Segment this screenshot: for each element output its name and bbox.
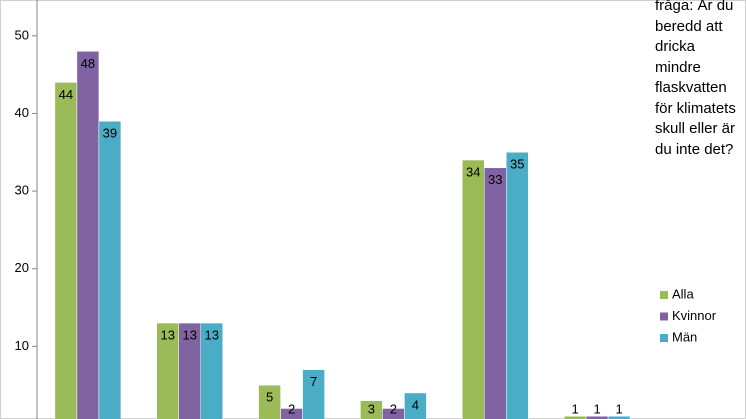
title-box: fråga: Är du beredd att dricka mindre fl… (655, 0, 736, 158)
y-tick-label: 30 (15, 183, 29, 198)
bar (506, 152, 529, 419)
legend-swatch (660, 291, 668, 299)
bar (76, 51, 100, 419)
bar (302, 369, 325, 419)
bar (462, 159, 485, 419)
y-tick-label: 50 (15, 27, 29, 42)
data-label: 2 (288, 401, 295, 416)
bar (563, 415, 587, 419)
data-label: 13 (183, 328, 197, 343)
data-label: 48 (81, 56, 95, 71)
legend-label: Alla (672, 286, 694, 301)
data-label: 1 (593, 401, 600, 416)
data-label: 4 (412, 397, 419, 412)
data-label: 7 (310, 374, 317, 389)
bar (54, 82, 78, 419)
y-tick-label: 40 (15, 105, 29, 120)
data-label: 44 (59, 87, 73, 102)
data-label: 35 (510, 157, 524, 172)
legend-swatch (660, 334, 668, 342)
data-label: 1 (571, 401, 578, 416)
bar (585, 415, 609, 419)
bar (98, 120, 122, 419)
bar (200, 322, 223, 419)
bar (607, 415, 631, 419)
data-label: 13 (161, 328, 175, 343)
data-label: 5 (266, 390, 273, 405)
data-label: 33 (488, 172, 502, 187)
data-label: 1 (615, 401, 622, 416)
bar (484, 167, 507, 419)
data-label: 3 (368, 401, 375, 416)
legend-label: Män (672, 329, 697, 344)
bar (258, 384, 281, 419)
y-tick-label: 10 (15, 338, 29, 353)
legend-swatch (660, 312, 668, 321)
data-label: 34 (466, 164, 480, 179)
bar (404, 392, 427, 419)
y-tick-label: 20 (15, 260, 29, 275)
chart-title: fråga: Är du beredd att dricka mindre fl… (655, 0, 736, 158)
data-label: 13 (205, 328, 219, 343)
data-label: 2 (390, 401, 397, 416)
legend-label: Kvinnor (672, 308, 717, 323)
data-label: 39 (103, 126, 117, 141)
